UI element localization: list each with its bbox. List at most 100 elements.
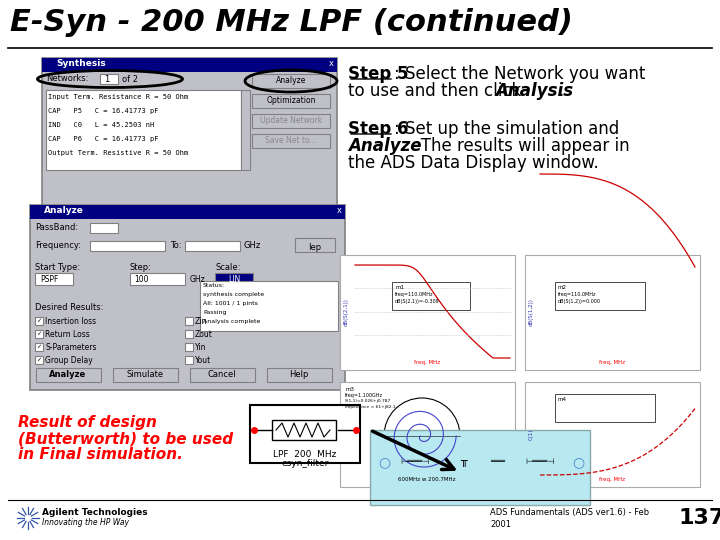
- Text: Passing: Passing: [203, 310, 227, 315]
- Text: ○: ○: [378, 455, 390, 469]
- Text: Return Loss: Return Loss: [45, 330, 90, 339]
- Text: E-Syn - 200 MHz LPF (continued): E-Syn - 200 MHz LPF (continued): [10, 8, 573, 37]
- Text: Analyze: Analyze: [348, 137, 421, 155]
- Text: esyn_filter: esyn_filter: [282, 459, 329, 468]
- Bar: [185, 356, 193, 364]
- Text: m3: m3: [345, 387, 354, 392]
- Text: Save Net to...: Save Net to...: [265, 136, 317, 145]
- Text: Analysis: Analysis: [495, 82, 573, 100]
- Text: S(1,1)=0.026+j0.787: S(1,1)=0.026+j0.787: [345, 399, 391, 403]
- Text: Zin: Zin: [195, 317, 207, 326]
- Bar: [35, 273, 73, 285]
- Text: Analysis complete: Analysis complete: [203, 319, 261, 324]
- Text: freq=110.0MHz: freq=110.0MHz: [558, 292, 597, 297]
- Text: : Select the Network you want: : Select the Network you want: [394, 65, 645, 83]
- Text: PSPF: PSPF: [40, 275, 58, 284]
- Bar: [90, 241, 165, 251]
- Text: ✓: ✓: [37, 331, 42, 336]
- Bar: [35, 317, 43, 325]
- Text: Output Term. Resistive R = 50 Ohm: Output Term. Resistive R = 50 Ohm: [48, 150, 188, 156]
- Bar: [90, 223, 118, 233]
- Text: Networks:: Networks:: [46, 74, 89, 83]
- Text: m1: m1: [395, 285, 404, 290]
- Text: Input Term. Resistance R = 50 Ohm: Input Term. Resistance R = 50 Ohm: [48, 94, 188, 100]
- Bar: [36, 368, 101, 382]
- Bar: [252, 74, 330, 88]
- Bar: [555, 394, 655, 422]
- Text: ╥: ╥: [460, 457, 467, 467]
- Text: x: x: [336, 206, 341, 215]
- Text: dB(S(2,1))=-0.309: dB(S(2,1))=-0.309: [395, 299, 440, 304]
- Text: Analyze: Analyze: [50, 370, 86, 379]
- Text: 137: 137: [679, 508, 720, 528]
- Text: ○: ○: [572, 455, 584, 469]
- Bar: [185, 343, 193, 351]
- Bar: [35, 343, 43, 351]
- Bar: [555, 282, 645, 310]
- Text: All: 1001 / 1 pints: All: 1001 / 1 pints: [203, 301, 258, 306]
- Bar: [272, 420, 336, 440]
- Text: Insertion loss: Insertion loss: [45, 317, 96, 326]
- Bar: [252, 94, 330, 108]
- Text: in Final simulation.: in Final simulation.: [18, 447, 183, 462]
- Text: Yin: Yin: [195, 343, 207, 352]
- Bar: [525, 255, 700, 370]
- Bar: [35, 330, 43, 338]
- Text: 1: 1: [104, 75, 109, 84]
- Bar: [30, 205, 345, 219]
- Bar: [370, 430, 590, 505]
- Text: ⊢═══⊣: ⊢═══⊣: [525, 457, 554, 467]
- Bar: [190, 368, 255, 382]
- Text: dB(S(1,2)): dB(S(1,2)): [529, 298, 534, 326]
- Text: of 2: of 2: [122, 75, 138, 84]
- Text: Cancel: Cancel: [207, 370, 236, 379]
- Text: freq, MHz: freq, MHz: [599, 477, 625, 482]
- Text: freq=110.0MHz: freq=110.0MHz: [395, 292, 433, 297]
- Text: ✓: ✓: [37, 357, 42, 362]
- Text: Synthesis: Synthesis: [56, 59, 106, 68]
- Text: Simulate: Simulate: [127, 370, 163, 379]
- Text: GHz: GHz: [244, 241, 261, 250]
- Text: IND   C0   L = 45.2503 nH: IND C0 L = 45.2503 nH: [48, 122, 154, 128]
- Bar: [200, 281, 338, 331]
- Text: Help: Help: [289, 370, 309, 379]
- Text: ✓: ✓: [37, 318, 42, 323]
- Bar: [42, 58, 337, 233]
- Text: to use and then click: to use and then click: [348, 82, 526, 100]
- Bar: [35, 356, 43, 364]
- Text: Status:: Status:: [203, 283, 225, 288]
- Text: ADS Fundamentals (ADS ver1.6) - Feb: ADS Fundamentals (ADS ver1.6) - Feb: [490, 508, 649, 517]
- Bar: [252, 134, 330, 148]
- Bar: [46, 90, 241, 170]
- Text: .  The results will appear in: . The results will appear in: [405, 137, 629, 155]
- Text: Iep: Iep: [308, 243, 322, 252]
- Text: dB(S(2,1)): dB(S(2,1)): [344, 298, 349, 326]
- Bar: [30, 205, 345, 390]
- Text: freq=1.100GHz: freq=1.100GHz: [345, 393, 383, 398]
- Text: LPF  200  MHz: LPF 200 MHz: [274, 450, 337, 459]
- Bar: [340, 255, 515, 370]
- Text: : Set up the simulation and: : Set up the simulation and: [394, 120, 619, 138]
- Text: Desired Results:: Desired Results:: [35, 303, 104, 312]
- Bar: [340, 382, 515, 487]
- Text: Start Type:: Start Type:: [35, 263, 80, 272]
- Text: Zout: Zout: [195, 330, 213, 339]
- Text: Update Network: Update Network: [260, 116, 322, 125]
- Text: m2: m2: [558, 285, 567, 290]
- Text: Step 6: Step 6: [348, 120, 408, 138]
- Bar: [267, 368, 332, 382]
- Bar: [525, 382, 700, 487]
- Bar: [100, 74, 118, 84]
- Text: m4: m4: [558, 397, 567, 402]
- Text: freq, MHz: freq, MHz: [599, 360, 625, 365]
- Text: Analyze: Analyze: [276, 76, 306, 85]
- Text: CAP   P6   C = 16.41773 pF: CAP P6 C = 16.41773 pF: [48, 136, 158, 142]
- Text: CAP   P5   C = 16.41773 pF: CAP P5 C = 16.41773 pF: [48, 108, 158, 114]
- Bar: [185, 241, 240, 251]
- Text: .: .: [558, 82, 563, 100]
- Text: Innovating the HP Way: Innovating the HP Way: [42, 518, 129, 527]
- Text: synthesis complete: synthesis complete: [203, 292, 264, 297]
- Text: Yout: Yout: [195, 356, 211, 365]
- Text: C(1): C(1): [529, 428, 534, 440]
- Text: dB(S(1,2))=0.000: dB(S(1,2))=0.000: [558, 299, 601, 304]
